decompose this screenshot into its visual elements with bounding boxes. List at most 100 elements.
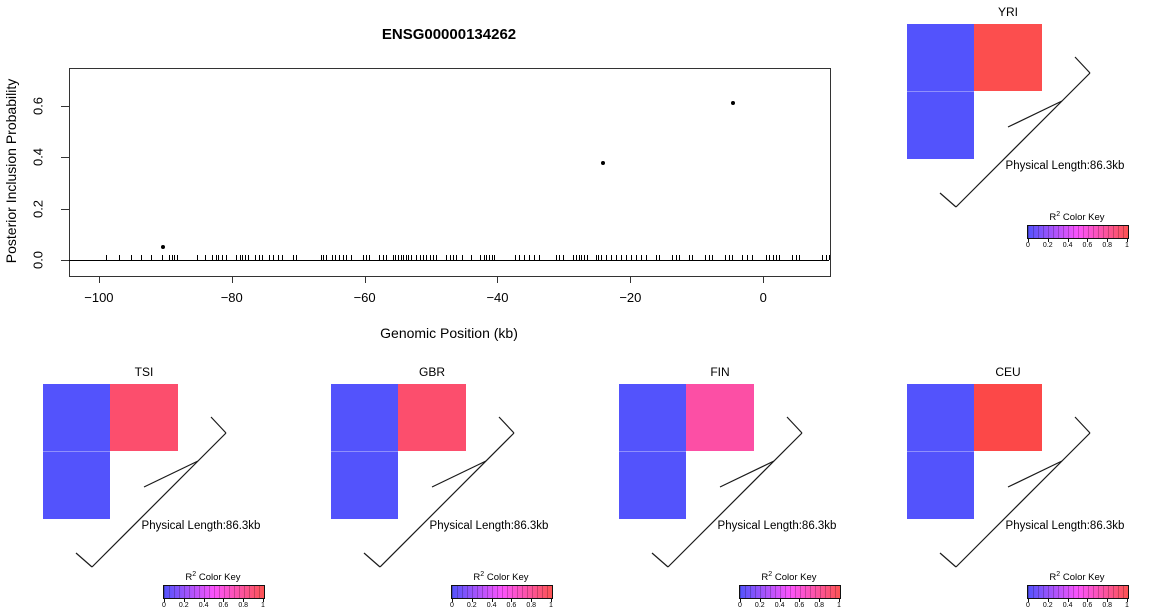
ld-heatmap-panel: GBR Physical Length:86.3kb R2 Color Key … [304,360,576,612]
color-key-tick-label: 0.2 [754,602,765,609]
color-key-tick [243,599,245,602]
color-key-tick [1047,599,1049,602]
rug-tick [658,255,660,261]
rug-tick [392,255,394,261]
x-tick-label: −80 [220,290,243,305]
genomic-segment-diagonal [939,416,1091,568]
rug-tick [395,255,397,261]
rug-tick [621,255,623,261]
genomic-segment-diagonal [75,416,227,568]
rug-tick [491,255,493,261]
y-tick-label: 0.6 [30,96,46,116]
rug-tick [168,255,170,261]
x-axis-label: Genomic Position (kb) [380,325,518,341]
color-key-tick [223,599,225,602]
segment-line [955,432,1091,568]
rug-tick [583,255,585,261]
rug-tick [130,255,132,261]
heatmap-cell-r2-snp2-snp3 [619,451,686,519]
rug-tick [559,255,561,261]
heatmap-cell-r2-snp2-snp3 [907,91,974,159]
heatmap-cell-r2-snp2-snp3 [43,451,110,519]
color-key-tick-label: 0 [738,602,742,609]
rug-tick [255,255,256,261]
color-key-tick [531,599,533,602]
heatmap-cell-r2-snp1-snp2 [907,384,974,451]
rug-tick [151,255,153,261]
segment-end-cap-bottom [651,552,669,568]
rug-tick [205,255,207,261]
rug-tick [708,255,710,261]
rug-tick [799,255,801,261]
color-key-tick-label: 0.4 [1062,602,1073,609]
heatmap-cell-r2-snp1-snp3 [398,384,466,451]
population-title: CEU [995,365,1021,379]
color-key-tick-label: 0.2 [178,602,189,609]
color-key-tick [799,599,801,602]
rug-tick [562,255,564,261]
rug-tick [572,255,574,261]
x-axis-tick [497,276,499,283]
rug-tick [581,255,583,261]
rug-tick [825,255,827,261]
rug-tick [765,255,767,261]
color-key-tick [1127,239,1128,242]
color-key-title: R2 Color Key [1049,571,1105,584]
rug-tick [242,255,244,261]
population-title: GBR [418,365,445,379]
y-axis-tick [61,157,69,159]
rug-tick [595,255,597,261]
rug-tick [326,255,328,261]
rug-tick [792,255,794,261]
segment-line [91,432,227,568]
rug-tick [365,255,367,261]
rug-tick [332,255,334,261]
population-title: YRI [997,5,1018,19]
snp-connector-line [143,460,199,488]
color-key-tick-label: 0.8 [1102,242,1113,249]
genomic-segment-diagonal [363,416,515,568]
rug-tick [494,255,496,261]
color-key-tick-label: 0.6 [506,602,517,609]
color-key-tick-label: 1 [1125,602,1129,609]
color-key-tick [819,599,821,602]
heatmap-cell-r2-snp1-snp2 [43,384,110,451]
rug-tick [171,255,173,261]
rug-tick [705,255,707,261]
rug-tick [320,255,322,261]
rug-tick [346,255,348,261]
y-axis-tick [61,106,69,107]
rug-tick [635,255,637,261]
rug-tick [385,255,387,261]
rug-tick [470,255,472,261]
snp-connector-line [1007,460,1063,488]
color-key-tick [1107,239,1109,242]
rug-tick [446,255,448,261]
snp-connector-line [1007,100,1063,128]
rug-tick [524,255,526,261]
rug-tick [225,255,227,261]
heatmap-cell-r2-snp1-snp3 [974,24,1042,91]
color-key-tick [183,599,185,602]
data-point [601,160,606,165]
color-key-tick [263,599,264,602]
ld-heatmap-panel: YRI Physical Length:86.3kb R2 Color Key … [880,0,1152,252]
color-key-tick [759,599,761,602]
color-key-tick [839,599,840,602]
rug-tick [640,255,642,261]
color-key-tick-label: 1 [261,602,265,609]
rug-tick [655,255,657,261]
color-key-tick [452,599,453,602]
snp-connector-line [719,460,775,488]
rug-tick [221,255,223,261]
rug-tick [408,255,410,261]
color-key-gradient-bar [1027,225,1129,239]
rug-tick [176,255,178,261]
x-axis-tick [231,276,233,283]
rug-tick [741,255,743,261]
color-key-tick-label: 1 [549,602,553,609]
color-key-tick-label: 0.6 [794,602,805,609]
rug-tick [751,255,753,261]
color-key-gradient-bar [1027,585,1129,599]
rug-tick [215,255,217,261]
